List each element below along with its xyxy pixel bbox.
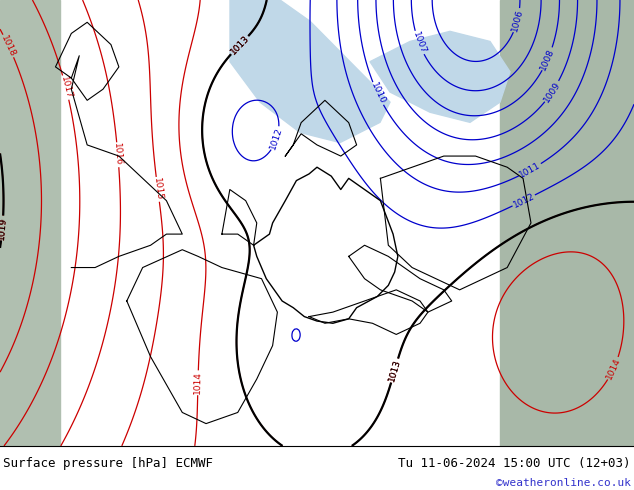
Polygon shape xyxy=(230,0,390,143)
Text: ©weatheronline.co.uk: ©weatheronline.co.uk xyxy=(496,478,631,488)
Polygon shape xyxy=(0,0,60,446)
Text: Tu 11-06-2024 15:00 UTC (12+03): Tu 11-06-2024 15:00 UTC (12+03) xyxy=(398,457,631,469)
Polygon shape xyxy=(500,0,634,446)
Polygon shape xyxy=(370,31,510,122)
Text: Surface pressure [hPa] ECMWF: Surface pressure [hPa] ECMWF xyxy=(3,457,213,469)
